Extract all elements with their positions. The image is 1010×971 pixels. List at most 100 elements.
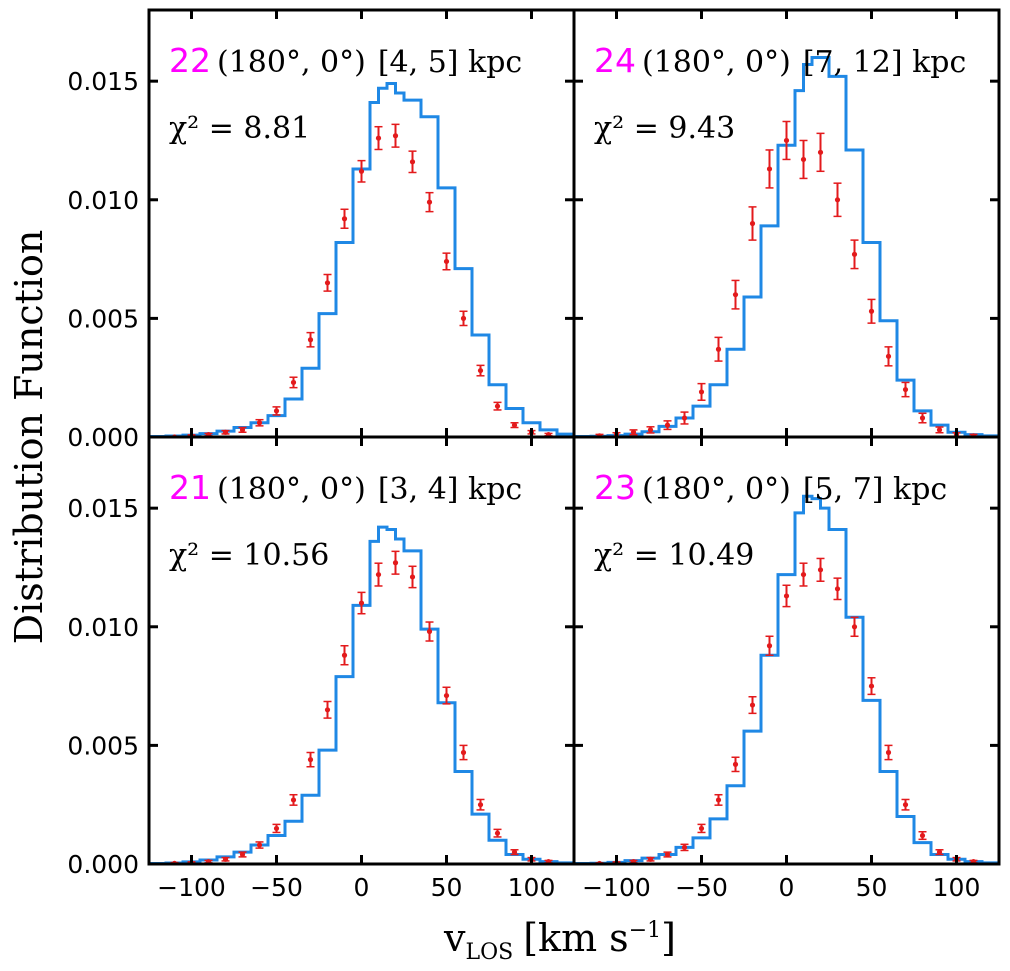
data-point bbox=[493, 828, 502, 838]
data-marker bbox=[426, 199, 433, 205]
data-point bbox=[221, 856, 230, 862]
data-point bbox=[425, 191, 434, 213]
data-point bbox=[867, 298, 876, 324]
data-marker bbox=[681, 844, 688, 850]
y-tick-label: 0.010 bbox=[67, 613, 139, 642]
data-marker bbox=[647, 856, 654, 862]
y-tick-label: 0.005 bbox=[67, 304, 139, 333]
data-marker bbox=[290, 797, 297, 803]
data-point bbox=[646, 856, 655, 862]
plot-area bbox=[149, 525, 574, 864]
data-marker bbox=[902, 386, 909, 393]
panel-24: 24 (180°, 0°) [7, 12] kpc χ² = 9.43 bbox=[572, 8, 1001, 439]
data-point bbox=[221, 429, 230, 435]
data-point bbox=[799, 562, 808, 587]
data-marker bbox=[766, 643, 773, 649]
chi-square-label: χ² = 9.43 bbox=[594, 111, 735, 146]
data-point bbox=[289, 376, 298, 389]
data-marker bbox=[222, 856, 229, 862]
data-point bbox=[255, 841, 264, 849]
data-point bbox=[850, 239, 859, 270]
data-marker bbox=[511, 849, 518, 855]
data-marker bbox=[494, 830, 501, 836]
panel-23: −100 −50 0 50 100 23 (180°, 0°) [5, 7] kpc χ² = … bbox=[572, 435, 1001, 902]
data-marker bbox=[817, 567, 824, 573]
data-marker bbox=[783, 593, 790, 599]
data-point bbox=[697, 382, 706, 401]
data-marker bbox=[698, 825, 705, 832]
data-point bbox=[442, 252, 451, 271]
data-marker bbox=[936, 849, 943, 855]
data-point bbox=[493, 401, 502, 411]
data-marker bbox=[290, 379, 297, 386]
data-marker bbox=[681, 415, 688, 421]
data-marker bbox=[392, 560, 399, 566]
data-marker bbox=[409, 159, 416, 165]
data-marker bbox=[256, 842, 263, 848]
data-point bbox=[680, 411, 689, 425]
data-marker bbox=[307, 337, 314, 343]
data-point bbox=[901, 381, 910, 398]
x-tick-label: −100 bbox=[157, 873, 226, 902]
data-point bbox=[850, 616, 859, 638]
data-marker bbox=[783, 137, 790, 144]
data-marker bbox=[273, 825, 280, 832]
data-marker bbox=[477, 802, 484, 808]
data-marker bbox=[732, 761, 739, 767]
panel-id: 23 bbox=[594, 468, 636, 507]
data-point bbox=[884, 346, 893, 367]
data-marker bbox=[324, 707, 331, 713]
data-marker bbox=[630, 429, 637, 435]
data-point bbox=[748, 696, 757, 715]
data-marker bbox=[868, 683, 875, 689]
data-marker bbox=[392, 133, 399, 139]
panel-range: [7, 12] kpc bbox=[803, 45, 966, 80]
x-tick-label: −50 bbox=[675, 873, 728, 902]
data-marker bbox=[919, 415, 926, 421]
data-point bbox=[782, 584, 791, 608]
x-tick-label: 50 bbox=[856, 873, 888, 902]
data-point bbox=[833, 182, 842, 218]
data-marker bbox=[698, 389, 705, 395]
data-marker bbox=[307, 757, 314, 763]
data-point bbox=[306, 751, 315, 768]
data-marker bbox=[511, 422, 518, 428]
data-point bbox=[935, 426, 944, 434]
panel-coords: (180°, 0°) bbox=[217, 45, 366, 80]
x-tick-label: 100 bbox=[933, 873, 981, 902]
data-marker bbox=[766, 166, 773, 172]
data-marker bbox=[834, 586, 841, 592]
data-marker bbox=[800, 156, 807, 163]
data-point bbox=[374, 125, 383, 151]
data-point bbox=[901, 798, 910, 811]
data-marker bbox=[494, 403, 501, 409]
data-marker bbox=[647, 427, 654, 433]
data-point bbox=[272, 823, 281, 834]
data-point bbox=[408, 565, 417, 589]
data-marker bbox=[715, 346, 722, 352]
x-axis-label-unit-close: ] bbox=[661, 916, 676, 960]
data-point bbox=[340, 208, 349, 229]
data-marker bbox=[868, 308, 875, 314]
data-point bbox=[782, 120, 791, 161]
x-axis-label-unit-exp: −1 bbox=[629, 918, 661, 943]
x-axis-label-unit: [km s bbox=[523, 916, 628, 960]
data-marker bbox=[664, 851, 671, 858]
model-histogram-line bbox=[149, 525, 574, 864]
data-point bbox=[918, 830, 927, 841]
data-point bbox=[340, 645, 349, 666]
data-marker bbox=[256, 420, 263, 426]
panel-annotation: 24 (180°, 0°) [7, 12] kpc bbox=[594, 41, 966, 80]
data-point bbox=[629, 429, 638, 436]
data-point bbox=[680, 843, 689, 852]
y-tick-label: 0.005 bbox=[67, 731, 139, 760]
panel-id: 21 bbox=[169, 468, 211, 507]
model-histogram-line bbox=[574, 494, 999, 864]
panel-range: [3, 4] kpc bbox=[378, 472, 522, 507]
data-point bbox=[357, 159, 366, 183]
data-marker bbox=[443, 258, 450, 265]
chi-square-label: χ² = 10.49 bbox=[594, 538, 754, 573]
data-marker bbox=[341, 652, 348, 658]
data-point bbox=[391, 123, 400, 148]
data-marker bbox=[375, 135, 382, 141]
